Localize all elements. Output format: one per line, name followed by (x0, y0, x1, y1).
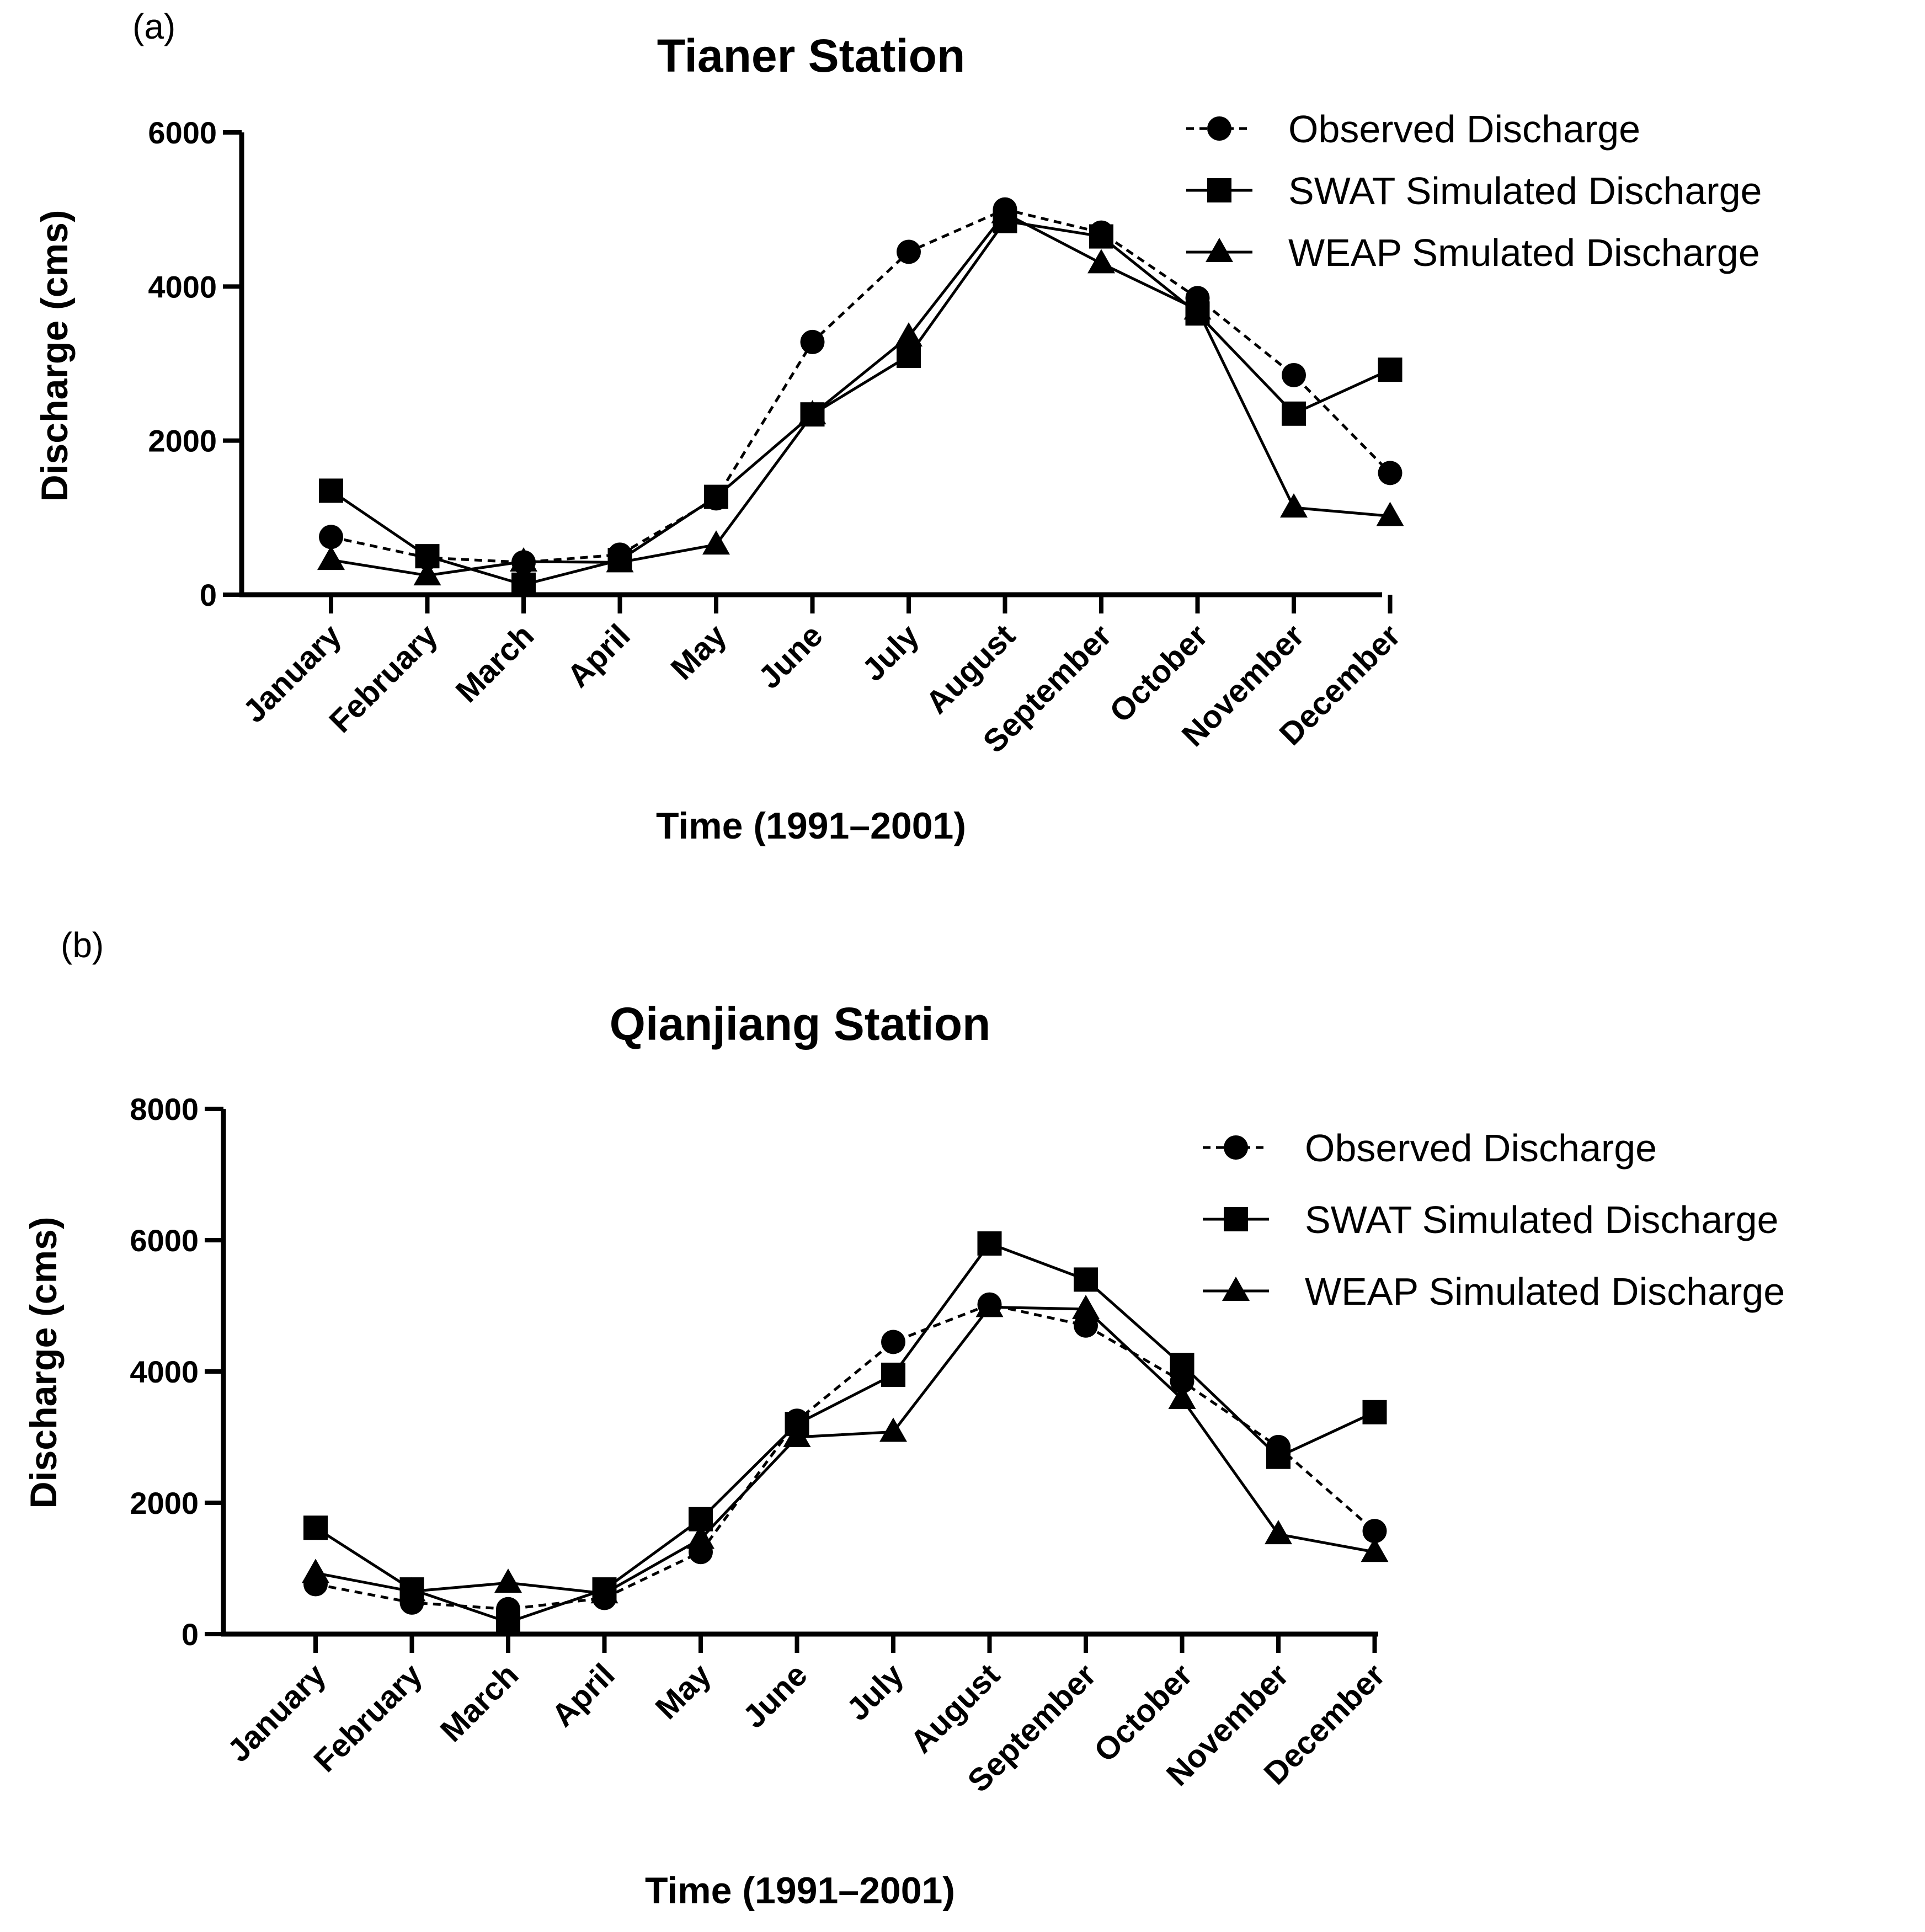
data-point-triangle-b (1361, 1538, 1389, 1562)
y-tick-label-b: 6000 (130, 1223, 199, 1258)
data-point-triangle-b (1168, 1384, 1196, 1409)
x-tick-label-a: July (855, 617, 926, 688)
data-point-circle-b (1362, 1519, 1387, 1544)
data-point-circle-a (897, 239, 921, 264)
data-point-triangle-a (317, 546, 345, 570)
panel-label-a: (a) (132, 7, 175, 46)
legend-label-b: Observed Discharge (1305, 1127, 1657, 1170)
x-tick-label-b: July (840, 1657, 910, 1727)
legend-marker-triangle-a (1206, 238, 1233, 262)
legend-label-a: Observed Discharge (1288, 108, 1640, 151)
data-point-triangle-b (975, 1293, 1004, 1317)
data-point-triangle-b (590, 1579, 618, 1604)
data-point-square-b (977, 1231, 1002, 1256)
data-point-triangle-b (1265, 1520, 1292, 1545)
x-tick-label-a: May (664, 617, 733, 687)
data-point-circle-a (319, 525, 343, 549)
x-axis-title-b: Time (1991–2001) (645, 1870, 955, 1912)
data-point-square-a (511, 572, 536, 597)
data-point-triangle-a (510, 547, 537, 572)
legend-label-a: WEAP Smulated Discharge (1288, 231, 1760, 274)
data-point-square-a (1282, 401, 1306, 426)
data-point-triangle-a (1183, 295, 1212, 320)
x-tick-label-a: April (560, 617, 637, 694)
data-point-square-b (881, 1362, 905, 1387)
data-point-triangle-a (991, 199, 1019, 223)
data-point-square-a (1089, 224, 1113, 249)
series-line-triangle-b (315, 1305, 1375, 1595)
legend-marker-circle-a (1207, 116, 1231, 141)
y-tick-label-b: 2000 (130, 1486, 199, 1520)
legend-marker-triangle-b (1222, 1277, 1250, 1301)
x-tick-label-b: March (433, 1657, 525, 1749)
y-tick-label-b: 4000 (130, 1354, 199, 1389)
data-point-triangle-a (702, 530, 730, 555)
y-tick-label-a: 2000 (148, 424, 217, 458)
data-point-square-a (1378, 357, 1403, 382)
data-point-square-b (496, 1610, 520, 1635)
series-line-circle-a (330, 208, 1391, 564)
data-point-square-a (704, 484, 728, 509)
data-point-triangle-a (413, 561, 441, 586)
data-point-square-b (303, 1515, 328, 1540)
data-point-triangle-b (879, 1417, 907, 1442)
data-point-circle-a (1378, 461, 1403, 485)
data-point-triangle-b (783, 1423, 811, 1447)
chart-title-a: Tianer Station (657, 30, 966, 82)
legend-label-b: SWAT Simulated Discharge (1305, 1198, 1778, 1241)
legend-marker-square-a (1207, 178, 1231, 202)
data-point-circle-a (800, 329, 825, 354)
series-line-square-a (330, 219, 1391, 586)
data-point-triangle-a (606, 548, 634, 573)
chart-panel-a: (a) Tianer Station Discharge (cms) Time … (34, 7, 1762, 847)
data-point-triangle-b (398, 1577, 426, 1602)
data-point-circle-a (1282, 362, 1306, 387)
data-point-square-a (319, 478, 343, 503)
y-tick-label-b: 8000 (130, 1092, 199, 1127)
series-line-triangle-a (330, 211, 1390, 577)
chart-panel-b: (b) Qianjiang Station Discharge (cms) Ti… (23, 925, 1785, 1912)
data-point-circle-b (881, 1330, 905, 1354)
legend-marker-circle-b (1224, 1135, 1248, 1160)
series-line-circle-b (315, 1303, 1376, 1611)
x-tick-label-a: March (449, 617, 541, 709)
data-point-square-b (1362, 1400, 1387, 1424)
y-axis-title-a: Discharge (cms) (34, 210, 76, 501)
data-point-triangle-a (895, 322, 922, 347)
y-tick-label-a: 6000 (148, 115, 217, 150)
x-tick-label-b: June (736, 1657, 814, 1735)
data-point-triangle-a (1087, 249, 1115, 274)
data-point-triangle-b (1072, 1294, 1100, 1319)
legend-b: Observed Discharge SWAT Simulated Dischar… (1203, 1127, 1785, 1313)
x-tick-label-b: April (545, 1657, 621, 1733)
x-tick-label-a: June (751, 617, 830, 696)
x-tick-label-b: May (648, 1657, 718, 1726)
data-point-triangle-a (798, 400, 826, 425)
series-line-square-b (314, 1241, 1375, 1624)
legend-marker-square-b (1224, 1207, 1248, 1231)
data-point-triangle-b (687, 1524, 714, 1549)
chart-title-b: Qianjiang Station (610, 998, 991, 1050)
legend-label-a: SWAT Simulated Discharge (1288, 169, 1762, 212)
x-axis-title-a: Time (1991–2001) (656, 805, 966, 847)
panel-label-b: (b) (61, 925, 104, 965)
data-point-triangle-a (1280, 493, 1308, 518)
data-point-triangle-a (1376, 501, 1404, 526)
data-point-square-b (1266, 1444, 1291, 1469)
data-point-square-b (1074, 1267, 1098, 1292)
data-point-square-a (897, 344, 921, 369)
y-tick-label-b: 0 (182, 1617, 199, 1652)
y-tick-label-a: 0 (200, 578, 217, 612)
legend-a: Observed Discharge SWAT Simulated Dischar… (1186, 108, 1762, 274)
y-axis-title-b: Discharge (cms) (23, 1216, 65, 1508)
data-point-triangle-b (302, 1559, 329, 1583)
data-point-square-b (1170, 1353, 1195, 1378)
data-point-triangle-b (494, 1568, 522, 1593)
legend-label-b: WEAP Simulated Discharge (1305, 1270, 1785, 1313)
data-point-circle-b (1074, 1313, 1098, 1338)
y-tick-label-a: 4000 (148, 269, 217, 304)
